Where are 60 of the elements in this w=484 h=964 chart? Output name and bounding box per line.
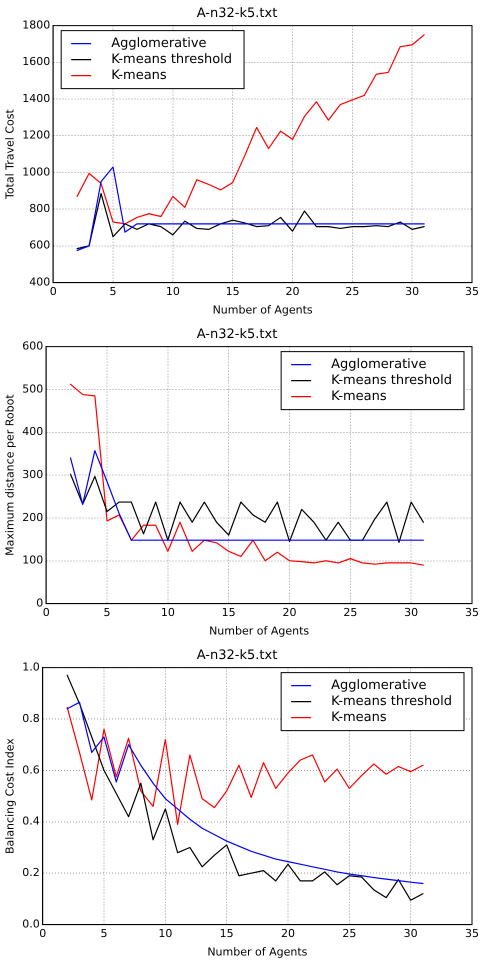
x-tick-label: 30 [405,285,420,298]
y-tick-label: 100 [22,554,44,567]
x-tick-label: 10 [158,927,172,940]
legend-label: K-means [331,388,387,404]
y-tick-label: 600 [22,339,44,352]
y-tick-label: 300 [22,468,44,481]
x-tick-label: 5 [100,927,108,940]
y-tick-label: 0.4 [22,814,40,828]
y-axis-title: Balancing Cost Index [3,738,16,854]
y-tick-label: 1000 [22,165,50,178]
x-axis-title: Number of Agents [209,624,310,638]
x-tick-label: 20 [286,285,300,298]
y-tick-label: 1200 [22,128,50,142]
y-tick-label: 400 [22,425,44,438]
x-axis-title: Number of Agents [207,945,308,958]
x-tick-label: 15 [220,927,234,940]
x-tick-label: 20 [282,606,297,620]
y-tick-label: 0.0 [22,917,40,930]
legend-label: K-means threshold [111,52,232,67]
x-tick-label: 15 [222,606,236,620]
legend-label: Agglomerative [331,678,426,693]
x-tick-label: 10 [166,285,180,298]
y-tick-label: 600 [29,238,50,252]
y-tick-label: 400 [29,275,50,288]
legend-label: Agglomerative [331,356,426,372]
legend-label: K-means [331,710,387,725]
legend-label: K-means threshold [331,694,452,709]
x-tick-label: 30 [404,606,418,620]
x-tick-label: 25 [345,285,360,298]
y-tick-label: 0.8 [22,712,40,725]
legend-label: K-means [111,68,167,83]
y-tick-label: 0 [36,596,44,610]
y-tick-label: 200 [22,510,44,524]
x-tick-label: 25 [342,927,356,940]
x-tick-label: 5 [104,606,111,620]
chart-title: A-n32-k5.txt [196,6,278,22]
y-tick-label: 0.6 [22,763,40,776]
x-tick-label: 20 [281,927,296,940]
x-tick-label: 35 [465,927,479,940]
y-tick-label: 1400 [22,92,50,105]
x-tick-label: 25 [343,606,358,620]
x-axis-title: Number of Agents [212,303,313,316]
y-tick-label: 0.2 [22,866,40,880]
y-tick-label: 1800 [22,18,50,32]
x-tick-label: 10 [160,606,175,620]
x-tick-label: 35 [465,285,479,298]
legend-label: Agglomerative [111,36,207,51]
y-tick-label: 1600 [22,55,50,68]
y-axis-title: Maximum distance per Robot [3,394,16,556]
x-tick-label: 35 [465,606,479,620]
chart-title: A-n32-k5.txt [196,327,278,342]
x-tick-label: 30 [404,927,418,940]
x-tick-label: 5 [110,285,117,298]
y-tick-label: 800 [29,202,50,216]
chart-title: A-n32-k5.txt [196,648,278,664]
y-tick-label: 1.0 [22,660,40,674]
y-axis-title: Total Travel Cost [3,108,16,200]
y-tick-label: 500 [22,382,44,396]
x-tick-label: 15 [226,285,240,298]
legend-label: K-means threshold [331,372,452,388]
